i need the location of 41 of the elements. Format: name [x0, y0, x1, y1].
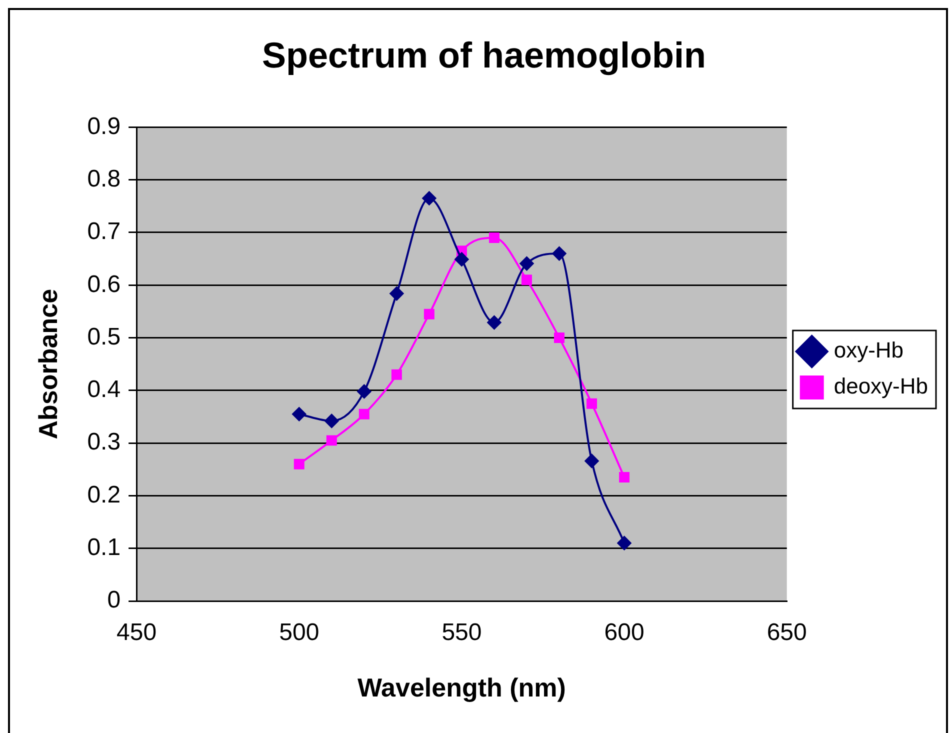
point	[488, 232, 500, 243]
point	[521, 274, 532, 286]
x-tick-label: 500	[279, 619, 320, 646]
y-axis-title: Absorbance	[32, 288, 63, 440]
x-tick-label: 650	[766, 619, 807, 646]
point	[619, 472, 630, 483]
point	[552, 246, 566, 261]
point	[520, 256, 534, 271]
legend-label: oxy-Hb	[834, 338, 904, 363]
y-tick-label: 0	[107, 586, 121, 614]
point	[357, 384, 372, 398]
legend-label: deoxy-Hb	[834, 374, 928, 399]
point	[391, 369, 402, 380]
point	[454, 252, 469, 266]
y-tick-label: 0.6	[87, 270, 121, 298]
point	[326, 435, 337, 446]
x-tick-label: 600	[604, 619, 644, 646]
point	[584, 454, 599, 468]
y-tick-label: 0.1	[87, 534, 121, 561]
y-tick-label: 0.7	[87, 218, 121, 246]
chart-title: Spectrum of haemoglobin	[262, 34, 706, 76]
y-tick-label: 0.5	[87, 323, 121, 350]
x-tick-label: 550	[442, 619, 482, 646]
point	[358, 408, 370, 420]
y-tick-label: 0.2	[87, 481, 121, 508]
point	[586, 398, 598, 409]
y-tick-label: 0.9	[87, 112, 121, 140]
x-tick-label: 450	[116, 619, 157, 646]
point	[422, 191, 436, 206]
point	[617, 536, 632, 550]
point	[424, 308, 434, 320]
point	[324, 414, 339, 428]
point	[554, 332, 564, 344]
y-tick-label: 0.8	[87, 165, 121, 192]
point	[292, 407, 306, 422]
y-tick-label: 0.3	[87, 428, 121, 456]
x-axis-title: Wavelength (nm)	[357, 672, 566, 703]
point	[390, 286, 404, 301]
point	[294, 458, 304, 470]
y-tick-label: 0.4	[87, 376, 121, 404]
point	[487, 316, 502, 330]
